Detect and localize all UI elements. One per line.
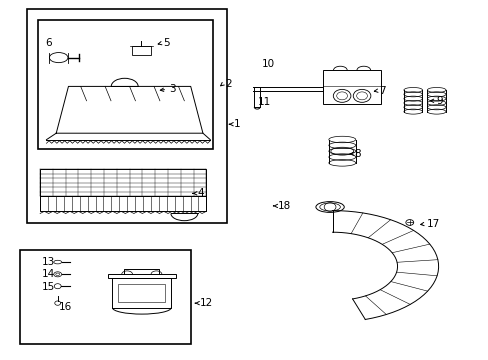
Text: 8: 8: [353, 149, 360, 159]
Bar: [112, 278, 171, 308]
Bar: [38, 20, 212, 149]
Bar: [40, 169, 206, 196]
Text: 11: 11: [257, 96, 270, 107]
Text: 5: 5: [163, 38, 169, 48]
Bar: [27, 9, 227, 223]
Text: 7: 7: [378, 86, 385, 96]
Bar: [20, 250, 190, 344]
Text: 10: 10: [261, 59, 274, 69]
Bar: [118, 284, 165, 302]
Text: 4: 4: [197, 188, 203, 198]
Bar: [132, 46, 150, 55]
Text: 6: 6: [45, 38, 52, 48]
Text: 3: 3: [168, 84, 175, 94]
Bar: [107, 274, 176, 278]
Text: 12: 12: [199, 298, 212, 308]
Text: 2: 2: [224, 78, 231, 89]
Text: 13: 13: [41, 257, 55, 267]
Text: 16: 16: [59, 302, 72, 312]
Text: 17: 17: [426, 219, 439, 229]
Text: 1: 1: [233, 119, 240, 129]
Text: 15: 15: [41, 282, 55, 292]
Text: 9: 9: [435, 96, 442, 106]
Bar: [322, 70, 381, 104]
Text: 14: 14: [41, 269, 55, 279]
Bar: [40, 196, 206, 211]
Text: 18: 18: [277, 201, 290, 211]
